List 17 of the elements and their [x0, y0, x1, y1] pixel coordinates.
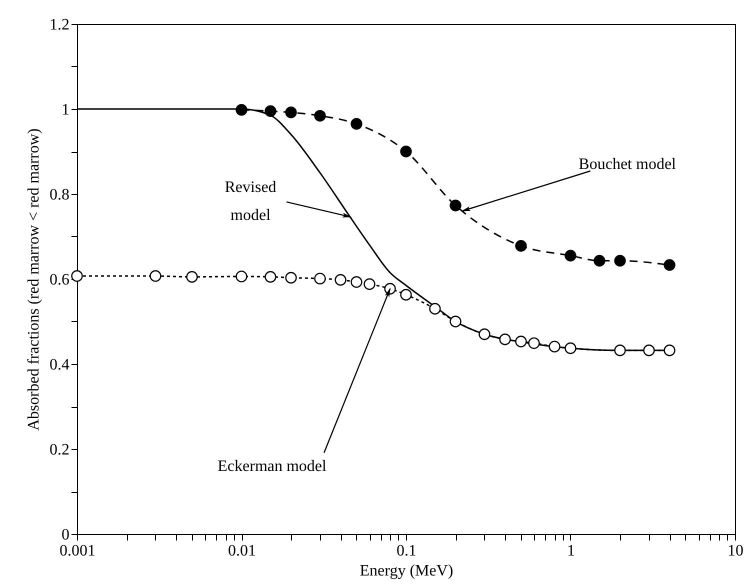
x-tick-label: 10 — [728, 542, 744, 560]
y-tick-label: 0.2 — [50, 442, 70, 458]
annotation: Revised model — [224, 178, 276, 224]
y-tick-label: 1.2 — [50, 16, 70, 34]
x-tick-label: 0.001 — [60, 542, 96, 560]
annotation: Eckerman model — [218, 458, 328, 475]
x-tick-label: 0.01 — [228, 542, 256, 560]
x-axis-title: Energy (MeV) — [360, 562, 454, 580]
y-axis-title: Absorbed fractions (red marrow < red marrow) — [26, 128, 42, 431]
y-tick-label: 1 — [62, 102, 70, 118]
y-tick-label: 0.4 — [50, 356, 70, 374]
y-tick-label: 0 — [62, 526, 70, 544]
x-tick-label: 1 — [567, 542, 575, 560]
y-tick-label: 0.8 — [50, 186, 70, 204]
x-tick-label: 0.1 — [396, 542, 416, 560]
y-tick-label: 0.6 — [50, 272, 70, 288]
annotation: Bouchet model — [578, 156, 677, 173]
